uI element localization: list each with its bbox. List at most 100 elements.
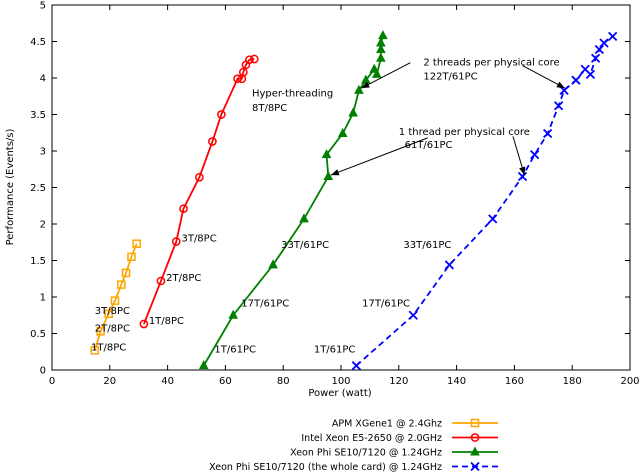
series-line (355, 35, 614, 367)
arrowhead-icon (330, 169, 340, 176)
data-point (376, 52, 386, 62)
data-point (156, 276, 166, 286)
data-point (268, 259, 278, 269)
data-point (444, 260, 455, 270)
annotations: 3T/8PC 2T/8PC 1T/8PC 3T/8PC 2T/8PC 1T/8PC Hype… (91, 58, 566, 355)
legend-entry-3: Xeon Phi SE10/7120 @ 1.24GHz (290, 446, 498, 459)
x-marker-stroke (408, 310, 418, 320)
data-point (245, 55, 254, 65)
annotation-label: 3T/8PC (95, 306, 130, 317)
annotation-label: 1T/8PC (91, 342, 126, 353)
data-point (323, 170, 334, 181)
data-point (372, 68, 382, 78)
x-tick-label: 180 (563, 376, 582, 387)
data-point (249, 54, 259, 64)
annotation-label: 1 thread per physical core (399, 127, 530, 138)
data-point (348, 107, 358, 117)
legend-marker-icon (470, 418, 480, 428)
data-point (90, 346, 100, 355)
data-point (351, 360, 361, 371)
series-2 (139, 54, 259, 329)
x-tick-label: 20 (103, 376, 116, 387)
legend-entry-4: Xeon Phi SE10/7120 (the whole card) @ 1.… (209, 461, 498, 473)
data-point (590, 53, 601, 63)
data-point (488, 214, 498, 224)
annotation-label: 122T/61PC (423, 71, 477, 82)
x-tick-label: 160 (505, 376, 524, 387)
x-marker-stroke (470, 461, 480, 472)
legend-entry-2: Intel Xeon E5-2650 @ 2.0GHz (301, 433, 498, 444)
legend-marker-icon (470, 433, 480, 442)
x-axis-title: Power (watt) (308, 388, 371, 399)
legend-entry-1: APM XGene1 @ 2.4Ghz (332, 419, 498, 430)
data-point (195, 172, 204, 182)
data-point (139, 319, 149, 329)
y-tick-label: 1 (40, 293, 46, 304)
legend-marker-icon (470, 461, 480, 472)
data-point (542, 128, 553, 139)
arrowhead-icon (519, 166, 526, 176)
legend-label: APM XGene1 @ 2.4Ghz (332, 419, 442, 430)
x-marker-stroke (585, 69, 596, 79)
annotation-label: 3T/8PC (181, 234, 216, 245)
y-tick-label: 2.5 (30, 183, 46, 194)
annotation-label: 8T/8PC (252, 103, 287, 114)
axes: 0 20 40 60 80 100 120 140 160 180 200 0 0.5 1 1.5 2 2.5 3… (30, 1, 639, 388)
annotation-label: 61T/61PC (405, 140, 453, 151)
legend-label: Intel Xeon E5-2650 @ 2.0GHz (301, 433, 442, 444)
legend-entries: APM XGene1 @ 2.4Ghz Intel Xeon E5-2650 @ … (209, 419, 498, 473)
x-marker-stroke (599, 38, 609, 48)
arrow-shaft (360, 62, 411, 89)
data-point (517, 171, 528, 182)
data-point (594, 44, 605, 55)
data-point (599, 38, 609, 48)
legend-label: Xeon Phi SE10/7120 @ 1.24GHz (290, 448, 442, 459)
x-tick-label: 100 (331, 376, 350, 387)
arrow-shaft (522, 65, 566, 89)
data-point (217, 110, 226, 119)
legend-label: Xeon Phi SE10/7120 (the whole card) @ 1.… (209, 462, 442, 473)
arrowhead-icon (556, 81, 565, 89)
x-marker-stroke (444, 260, 455, 270)
y-tick-label: 3 (40, 147, 46, 158)
data-point (299, 213, 309, 223)
x-marker-stroke (542, 128, 553, 139)
y-tick-label: 5 (40, 1, 46, 12)
data-point (321, 149, 332, 159)
annotation-label: Hyper-threading (252, 88, 333, 99)
annotation-arrow (512, 136, 526, 176)
annotation-label: 2T/8PC (95, 323, 130, 334)
plot-series (90, 30, 618, 371)
data-point (585, 69, 596, 79)
series-4 (351, 31, 618, 371)
x-marker-stroke (559, 85, 569, 96)
x-marker-stroke (529, 150, 540, 160)
y-tick-label: 4.5 (30, 37, 46, 48)
legend-marker-icon (470, 446, 480, 456)
y-tick-label: 3.5 (30, 110, 46, 121)
data-point (104, 309, 113, 319)
data-point (608, 31, 618, 42)
x-marker-stroke (580, 64, 590, 74)
data-point (233, 74, 242, 84)
annotation-arrow (522, 65, 566, 89)
annotation-label: 1T/61PC (314, 344, 356, 355)
x-tick-label: 200 (620, 376, 639, 387)
annotation-label: 33T/61PC (281, 240, 329, 251)
data-point (337, 127, 348, 137)
x-marker-stroke (608, 31, 618, 42)
annotation-label: 1T/61PC (214, 344, 256, 355)
annotation-arrow (360, 62, 411, 89)
annotation-label: 17T/61PC (362, 298, 410, 309)
data-point (110, 296, 120, 305)
data-point (378, 30, 388, 40)
series-1 (90, 239, 141, 355)
x-tick-label: 40 (161, 376, 174, 387)
data-point (208, 137, 217, 146)
x-marker-stroke (571, 75, 581, 85)
annotation-label: 2T/8PC (166, 273, 201, 284)
x-tick-label: 120 (389, 376, 408, 387)
data-point (354, 84, 364, 94)
x-marker-stroke (553, 101, 564, 111)
data-point (96, 327, 105, 336)
